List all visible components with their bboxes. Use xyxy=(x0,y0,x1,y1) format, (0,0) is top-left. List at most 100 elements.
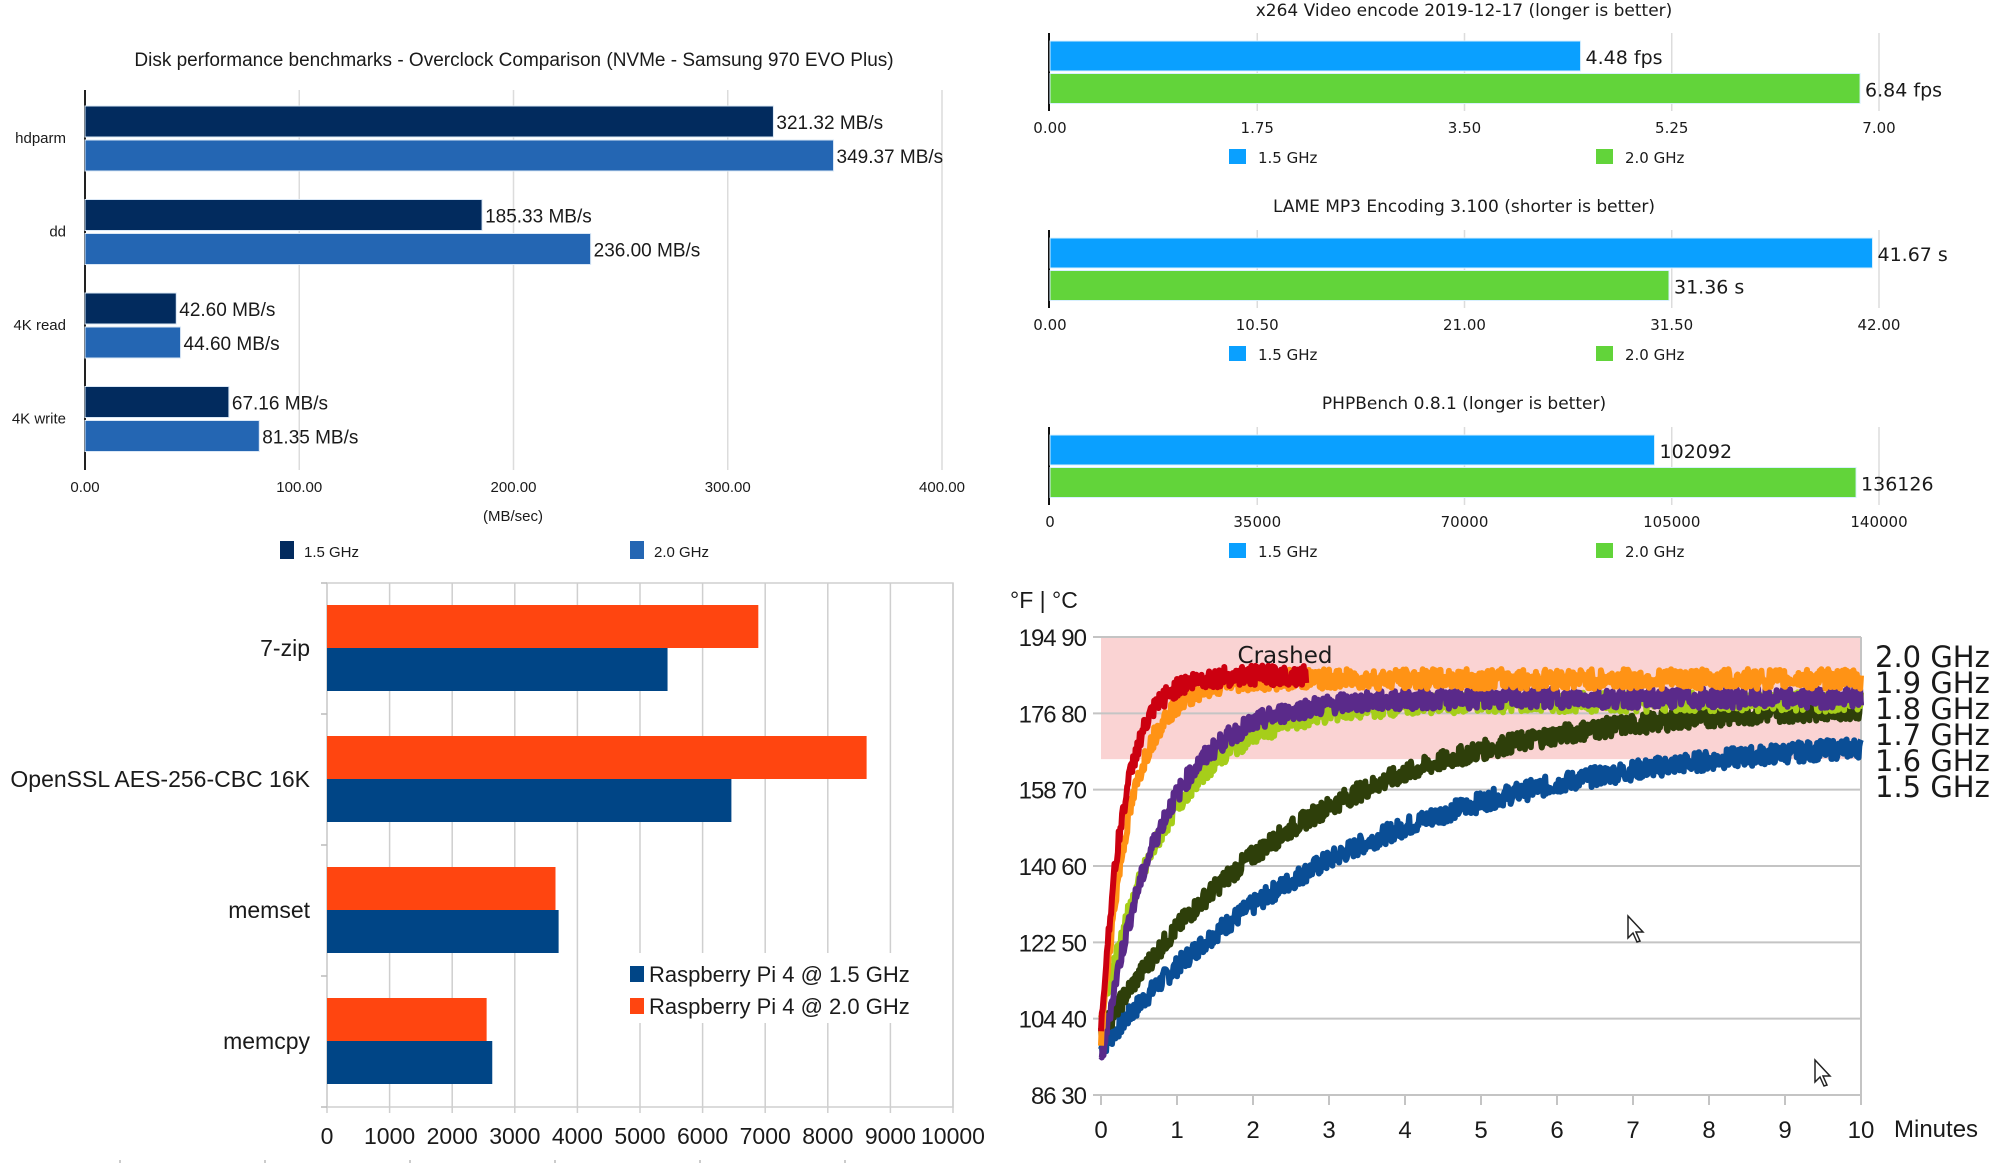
disk-bar xyxy=(84,326,182,359)
cpu-x-tick-label: 2000 xyxy=(427,1123,478,1149)
temp-series-line-2-0-GHz xyxy=(1098,662,1310,1032)
cpu-category-label: OpenSSL AES-256-CBC 16K xyxy=(10,766,310,792)
temp-legend-label: 1.9 GHz xyxy=(1875,666,1990,700)
temp-x-tick-label: 9 xyxy=(1778,1117,1791,1144)
x264-legend-label: 2.0 GHz xyxy=(1625,149,1685,167)
temp-y-tick-label: 176 80 xyxy=(1019,701,1087,728)
temp-x-tick-label: 0 xyxy=(1094,1117,1107,1144)
disk-legend-label: 2.0 GHz xyxy=(654,544,709,561)
temp-x-axis-label: Minutes xyxy=(1894,1116,1978,1143)
disk-x-tick-label: 400.00 xyxy=(919,479,965,496)
temp-series-line-1-8-GHz xyxy=(1098,685,1864,1061)
lame-legend-swatch xyxy=(1596,346,1613,361)
cpu-category-label: 7-zip xyxy=(260,635,310,661)
temp-legend-label: 2.0 GHz xyxy=(1875,640,1990,674)
php-bar xyxy=(1049,467,1857,498)
temp-series-line-1-6-GHz xyxy=(1098,696,1864,1045)
lame-x-tick-label: 21.00 xyxy=(1443,316,1486,334)
php-x-tick-label: 70000 xyxy=(1441,513,1489,531)
x264-benchmark-chart: x264 Video encode 2019-12-17 (longer is … xyxy=(1033,1,1942,167)
disk-bar xyxy=(84,199,483,231)
x264-x-tick-label: 1.75 xyxy=(1241,119,1274,137)
x264-data-label: 6.84 fps xyxy=(1865,80,1942,102)
php-legend-swatch xyxy=(1229,543,1246,558)
cpu-bar xyxy=(327,648,668,691)
disk-bar xyxy=(84,420,260,452)
lame-benchmark-chart: LAME MP3 Encoding 3.100 (shorter is bett… xyxy=(1033,197,1948,364)
disk-chart-title: Disk performance benchmarks - Overclock … xyxy=(134,50,893,71)
cpu-bar xyxy=(327,779,732,822)
mouse-cursor-2 xyxy=(1814,1058,1832,1087)
temp-x-tick-label: 5 xyxy=(1474,1117,1487,1144)
temp-x-tick-label: 3 xyxy=(1322,1117,1335,1144)
x264-data-label: 4.48 fps xyxy=(1586,47,1663,69)
lame-x-tick-label: 31.50 xyxy=(1650,316,1693,334)
lame-data-label: 41.67 s xyxy=(1877,244,1947,266)
temp-y-tick-label: 158 70 xyxy=(1019,778,1087,805)
disk-bar xyxy=(84,139,835,172)
temp-x-tick-label: 10 xyxy=(1848,1117,1875,1144)
x264-x-tick-label: 3.50 xyxy=(1448,119,1481,137)
cpu-legend-box xyxy=(624,953,930,1023)
cpu-legend-swatch xyxy=(630,966,644,982)
temp-y-tick-label: 86 30 xyxy=(1031,1083,1087,1110)
x264-bar xyxy=(1049,40,1582,72)
temp-y-tick-label: 122 50 xyxy=(1019,930,1087,957)
disk-category-label: 4K write xyxy=(12,411,66,428)
cpu-bar xyxy=(327,910,559,953)
cpu-x-tick-label: 3000 xyxy=(489,1123,540,1149)
x264-bar xyxy=(1049,73,1861,104)
disk-x-axis-label: (MB/sec) xyxy=(483,508,543,525)
disk-legend-swatch xyxy=(280,541,294,559)
temp-y-tick-label: 140 60 xyxy=(1019,854,1087,881)
disk-category-label: hdparm xyxy=(15,130,66,147)
cpu-x-tick-label: 7000 xyxy=(740,1123,791,1149)
disk-x-tick-label: 0.00 xyxy=(70,479,99,496)
temp-x-tick-label: 2 xyxy=(1246,1117,1259,1144)
php-x-tick-label: 35000 xyxy=(1233,513,1281,531)
phpbench-chart: PHPBench 0.8.1 (longer is better) 0 35000… xyxy=(1045,394,1933,561)
x264-x-tick-label: 5.25 xyxy=(1655,119,1688,137)
lame-legend-label: 1.5 GHz xyxy=(1258,346,1318,364)
temp-x-tick-label: 7 xyxy=(1626,1117,1639,1144)
cpu-benchmark-chart: 0 1000 2000 3000 4000 5000 6000 7000 8000 9000 100… xyxy=(10,582,985,1163)
disk-category-label: dd xyxy=(49,224,66,241)
lame-x-tick-label: 0.00 xyxy=(1033,316,1066,334)
disk-bar xyxy=(84,292,177,325)
php-legend-label: 1.5 GHz xyxy=(1258,543,1318,561)
temp-legend-label: 1.8 GHz xyxy=(1875,692,1990,726)
disk-x-tick-label: 300.00 xyxy=(705,479,751,496)
cpu-bar xyxy=(327,1041,493,1084)
disk-data-label: 42.60 MB/s xyxy=(179,300,275,321)
cpu-bar xyxy=(327,867,556,910)
cpu-x-tick-label: 9000 xyxy=(865,1123,916,1149)
disk-data-label: 349.37 MB/s xyxy=(837,147,944,168)
disk-benchmark-chart: Disk performance benchmarks - Overclock … xyxy=(12,50,965,561)
cpu-bar xyxy=(327,736,867,779)
php-bar xyxy=(1049,434,1656,466)
disk-x-tick-label: 100.00 xyxy=(276,479,322,496)
php-data-label: 102092 xyxy=(1660,441,1733,463)
cpu-bar xyxy=(327,605,759,648)
cpu-x-tick-label: 6000 xyxy=(677,1123,728,1149)
php-legend-swatch xyxy=(1596,543,1613,558)
php-chart-title: PHPBench 0.8.1 (longer is better) xyxy=(1322,394,1606,414)
disk-data-label: 81.35 MB/s xyxy=(262,428,358,449)
temp-x-tick-label: 6 xyxy=(1550,1117,1563,1144)
cursors xyxy=(1627,914,1832,1087)
php-legend-label: 2.0 GHz xyxy=(1625,543,1685,561)
cpu-x-tick-label: 0 xyxy=(321,1123,334,1149)
cpu-category-label: memset xyxy=(228,897,310,923)
temp-x-tick-label: 1 xyxy=(1170,1117,1183,1144)
disk-data-label: 321.32 MB/s xyxy=(776,113,883,134)
cpu-x-tick-label: 4000 xyxy=(552,1123,603,1149)
disk-legend-swatch xyxy=(630,541,644,559)
temp-series-line-1-5-GHz xyxy=(1098,736,1864,1058)
php-x-tick-label: 105000 xyxy=(1643,513,1700,531)
x264-legend-swatch xyxy=(1596,149,1613,164)
disk-bar xyxy=(84,233,592,265)
temp-y-tick-label: 104 40 xyxy=(1019,1007,1087,1034)
lame-legend-swatch xyxy=(1229,346,1246,361)
